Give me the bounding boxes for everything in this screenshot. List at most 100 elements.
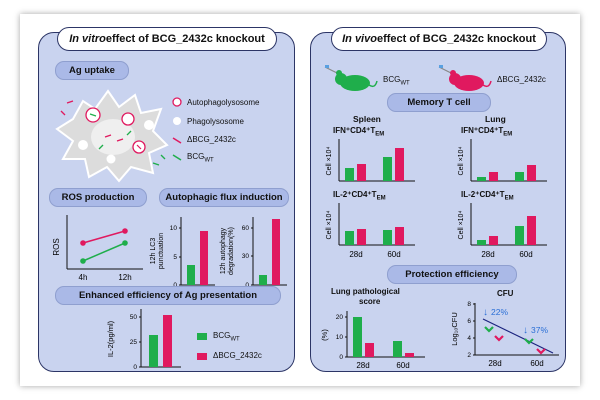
lung-path-wt-28d <box>353 317 362 357</box>
lung-path-title-1: Lung pathological <box>331 287 400 296</box>
cfu-ylabel: Log₁₀CFU <box>450 312 459 346</box>
degradation-tick-60: 60 <box>242 225 250 232</box>
in-vivo-header-text: effect of BCG_2432c knockout <box>376 33 536 45</box>
ros-wt-line <box>82 242 126 262</box>
cfu-tick-6: 6 <box>467 318 471 325</box>
mouse-wt-text: BCG <box>383 75 401 84</box>
lung-path-tick-10: 10 <box>336 334 344 341</box>
spleen-ifn-label: IFN⁺CD4⁺TEM <box>333 126 384 138</box>
lung-ifn-chart: Cell ×10⁴ <box>458 139 547 182</box>
lung-ifn-wt-60d <box>515 172 524 181</box>
lung-ifn-sub: EM <box>503 131 513 138</box>
ag-uptake-title: Ag uptake <box>55 61 129 80</box>
ko-strain-icon <box>172 137 182 144</box>
spleen-ifn-text: IFN⁺CD4⁺T <box>333 126 376 135</box>
lung-ifn-label: IFN⁺CD4⁺TEM <box>461 126 512 138</box>
lung-ifn-ko-60d <box>527 165 536 181</box>
memory-t-cell-title: Memory T cell <box>387 93 491 112</box>
ros-ko-point-4h <box>80 240 86 246</box>
legend-autophagolysosome: Autophagolysosome <box>187 98 260 107</box>
cfu-wt-28d <box>484 326 494 333</box>
il2-chart: IL-2(pg/ml) 0 25 50 <box>106 309 181 371</box>
cfu-arrow-28d: ↓ <box>483 307 488 318</box>
lung-path-title-2: score <box>359 297 381 306</box>
lung-ifn-wt-28d <box>477 177 486 181</box>
cfu-trend-line <box>482 318 554 354</box>
lung-il2-ko-60d <box>527 216 536 245</box>
lc3-bar-wt <box>187 265 195 285</box>
spleen-il2-x-60d: 60d <box>387 250 400 259</box>
in-vitro-header-italic: In vitro <box>69 33 106 45</box>
ros-wt-point-12h <box>122 240 128 246</box>
lc3-tick-5: 5 <box>173 254 177 261</box>
macrophage-illustration <box>55 89 169 183</box>
cfu-ko-28d <box>494 335 504 342</box>
mouse-wt-sub: WT <box>400 80 410 87</box>
lc3-ylabel-2: punctuation <box>158 233 165 269</box>
lung-path-tick-20: 20 <box>336 314 344 321</box>
cfu-x-28d: 28d <box>488 359 501 368</box>
lung-path-tick-0: 0 <box>339 354 343 361</box>
lung-il2-sub: EM <box>504 195 514 202</box>
cfu-pct-28d: 22% <box>491 307 508 317</box>
lung-path-ko-60d <box>405 353 414 357</box>
legend2-wt-sub: WT <box>230 336 240 343</box>
lung-ifn-ko-28d <box>489 172 498 181</box>
in-vitro-panel: In vitro effect of BCG_2432c knockout Ag… <box>38 27 295 372</box>
ag-presentation-title: Enhanced efficiency of Ag presentation <box>55 286 281 305</box>
ros-title: ROS production <box>49 188 147 207</box>
lung-ifn-ylabel: Cell ×10⁴ <box>458 147 465 176</box>
wt-strain-icon <box>172 154 182 161</box>
legend2-ko: ΔBCG_2432c <box>213 351 262 360</box>
protection-title: Protection efficiency <box>387 265 517 284</box>
ros-ylabel: ROS <box>52 238 61 255</box>
il2-tick-0: 0 <box>133 364 137 371</box>
ros-x-4h: 4h <box>79 273 88 282</box>
cfu-chart: Log₁₀CFU 2 4 6 8 ↓ 22% ↓ 37% 28d 60d <box>450 301 559 368</box>
ros-x-12h: 12h <box>118 273 131 282</box>
lung-il2-wt-60d <box>515 226 524 245</box>
lung-il2-label: IL-2⁺CD4⁺TEM <box>461 190 514 202</box>
spleen-ifn-wt-28d <box>345 168 354 181</box>
il2-tick-50: 50 <box>130 314 138 321</box>
ros-chart: ROS 4h 12h <box>52 215 143 282</box>
spleen-il2-text: IL-2⁺CD4⁺T <box>333 190 377 199</box>
figure-frame: In vitro effect of BCG_2432c knockout Ag… <box>20 14 580 386</box>
lung-path-x-28d: 28d <box>356 361 369 370</box>
legend2-ko-swatch <box>197 353 207 360</box>
lung-path-x-60d: 60d <box>396 361 409 370</box>
cfu-ko-60d <box>536 348 546 355</box>
legend-phagolysosome: Phagolysosome <box>187 117 244 126</box>
degradation-ylabel-2: degradation(%) <box>228 227 235 275</box>
in-vitro-header-text: effect of BCG_2432c knockout <box>105 33 265 45</box>
degradation-bar-ko <box>272 219 280 285</box>
cfu-pct-60d: 37% <box>531 325 548 335</box>
lung-il2-x-28d: 28d <box>481 250 494 259</box>
spleen-il2-x-28d: 28d <box>349 250 362 259</box>
spleen-il2-ko-60d <box>395 227 404 245</box>
spleen-ifn-ylabel: Cell ×10⁴ <box>326 147 333 176</box>
legend2-wt: BCGWT <box>213 331 240 343</box>
spleen-il2-ko-28d <box>357 229 366 245</box>
cfu-x-60d: 60d <box>530 359 543 368</box>
il2-ylabel: IL-2(pg/ml) <box>106 320 115 357</box>
spleen-il2-wt-60d <box>383 230 392 245</box>
spleen-il2-sub: EM <box>376 195 386 202</box>
lung-il2-text: IL-2⁺CD4⁺T <box>461 190 505 199</box>
spleen-il2-label: IL-2⁺CD4⁺TEM <box>333 190 386 202</box>
spleen-ifn-ko-60d <box>395 148 404 181</box>
autophagolysosome-icon <box>172 97 182 107</box>
legend-ko: ΔBCG_2432c <box>187 135 236 144</box>
lung-ifn-text: IFN⁺CD4⁺T <box>461 126 504 135</box>
cfu-wt-60d <box>524 338 534 345</box>
lc3-chart: 12h LC3 punctuation 0 5 10 <box>150 217 215 289</box>
degradation-tick-30: 30 <box>242 253 250 260</box>
lung-il2-x-60d: 60d <box>519 250 532 259</box>
spleen-il2-ylabel: Cell ×10⁴ <box>326 211 333 240</box>
mouse-wt-label: BCGWT <box>383 75 410 87</box>
ros-wt-point-4h <box>80 258 86 264</box>
in-vivo-panel: In vivo effect of BCG_2432c knockout BCG… <box>310 27 566 372</box>
lung-il2-ko-28d <box>489 236 498 245</box>
lung-il2-ylabel: Cell ×10⁴ <box>458 211 465 240</box>
lung-label: Lung <box>485 114 506 124</box>
